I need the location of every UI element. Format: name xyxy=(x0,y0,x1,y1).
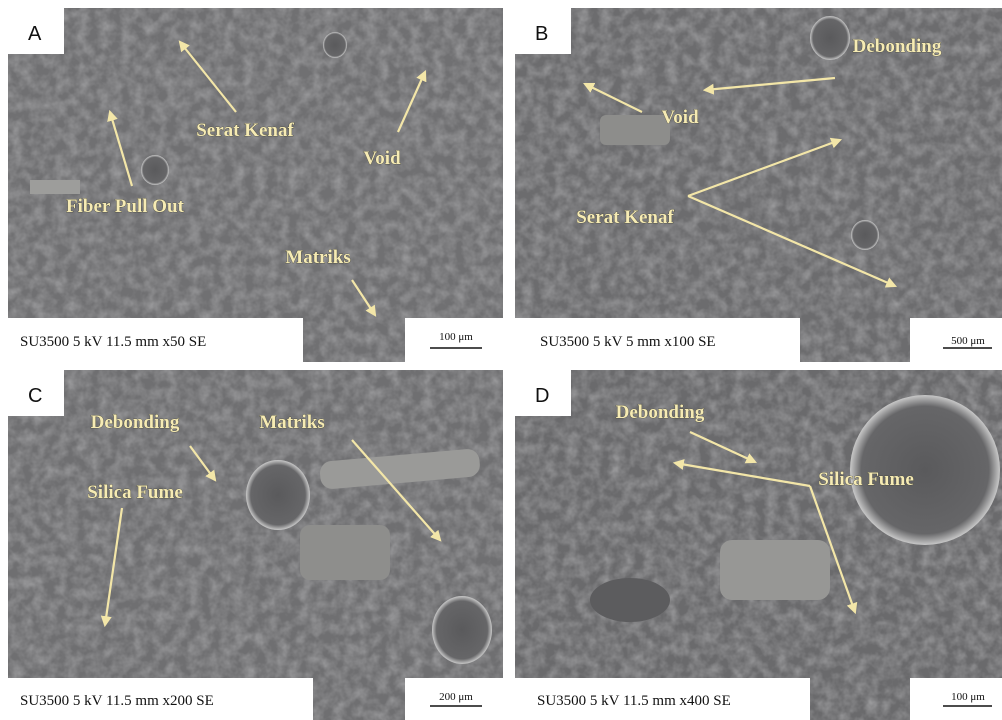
figure: A B C D SU3500 5 kV 11.5 mm x50 SE SU350… xyxy=(0,0,1002,720)
annotation: Debonding xyxy=(853,36,942,57)
annotation: Serat Kenaf xyxy=(576,207,674,228)
caption: SU3500 5 kV 5 mm x100 SE xyxy=(540,334,716,350)
caption: SU3500 5 kV 11.5 mm x400 SE xyxy=(537,693,731,709)
annotation: Debonding xyxy=(91,412,180,433)
annotation: Matriks xyxy=(285,247,350,268)
annotation: Void xyxy=(661,107,699,128)
scale-label: 500 μm xyxy=(951,335,985,347)
caption: SU3500 5 kV 11.5 mm x200 SE xyxy=(20,693,214,709)
scale-label: 100 μm xyxy=(439,331,473,343)
annotation: Fiber Pull Out xyxy=(66,196,185,217)
panel-letter: D xyxy=(535,385,549,407)
annotation: Silica Fume xyxy=(87,482,183,503)
annotation: Serat Kenaf xyxy=(196,120,294,141)
panel-letter: C xyxy=(28,385,42,407)
annotation: Debonding xyxy=(616,402,705,423)
annotation: Matriks xyxy=(259,412,324,433)
scale-label: 100 μm xyxy=(951,691,985,703)
scale-label: 200 μm xyxy=(439,691,473,703)
panel-letter: A xyxy=(28,23,42,45)
annotation: Silica Fume xyxy=(818,469,914,490)
panel-letter: B xyxy=(535,23,548,45)
caption: SU3500 5 kV 11.5 mm x50 SE xyxy=(20,334,206,350)
annotation: Void xyxy=(363,148,401,169)
